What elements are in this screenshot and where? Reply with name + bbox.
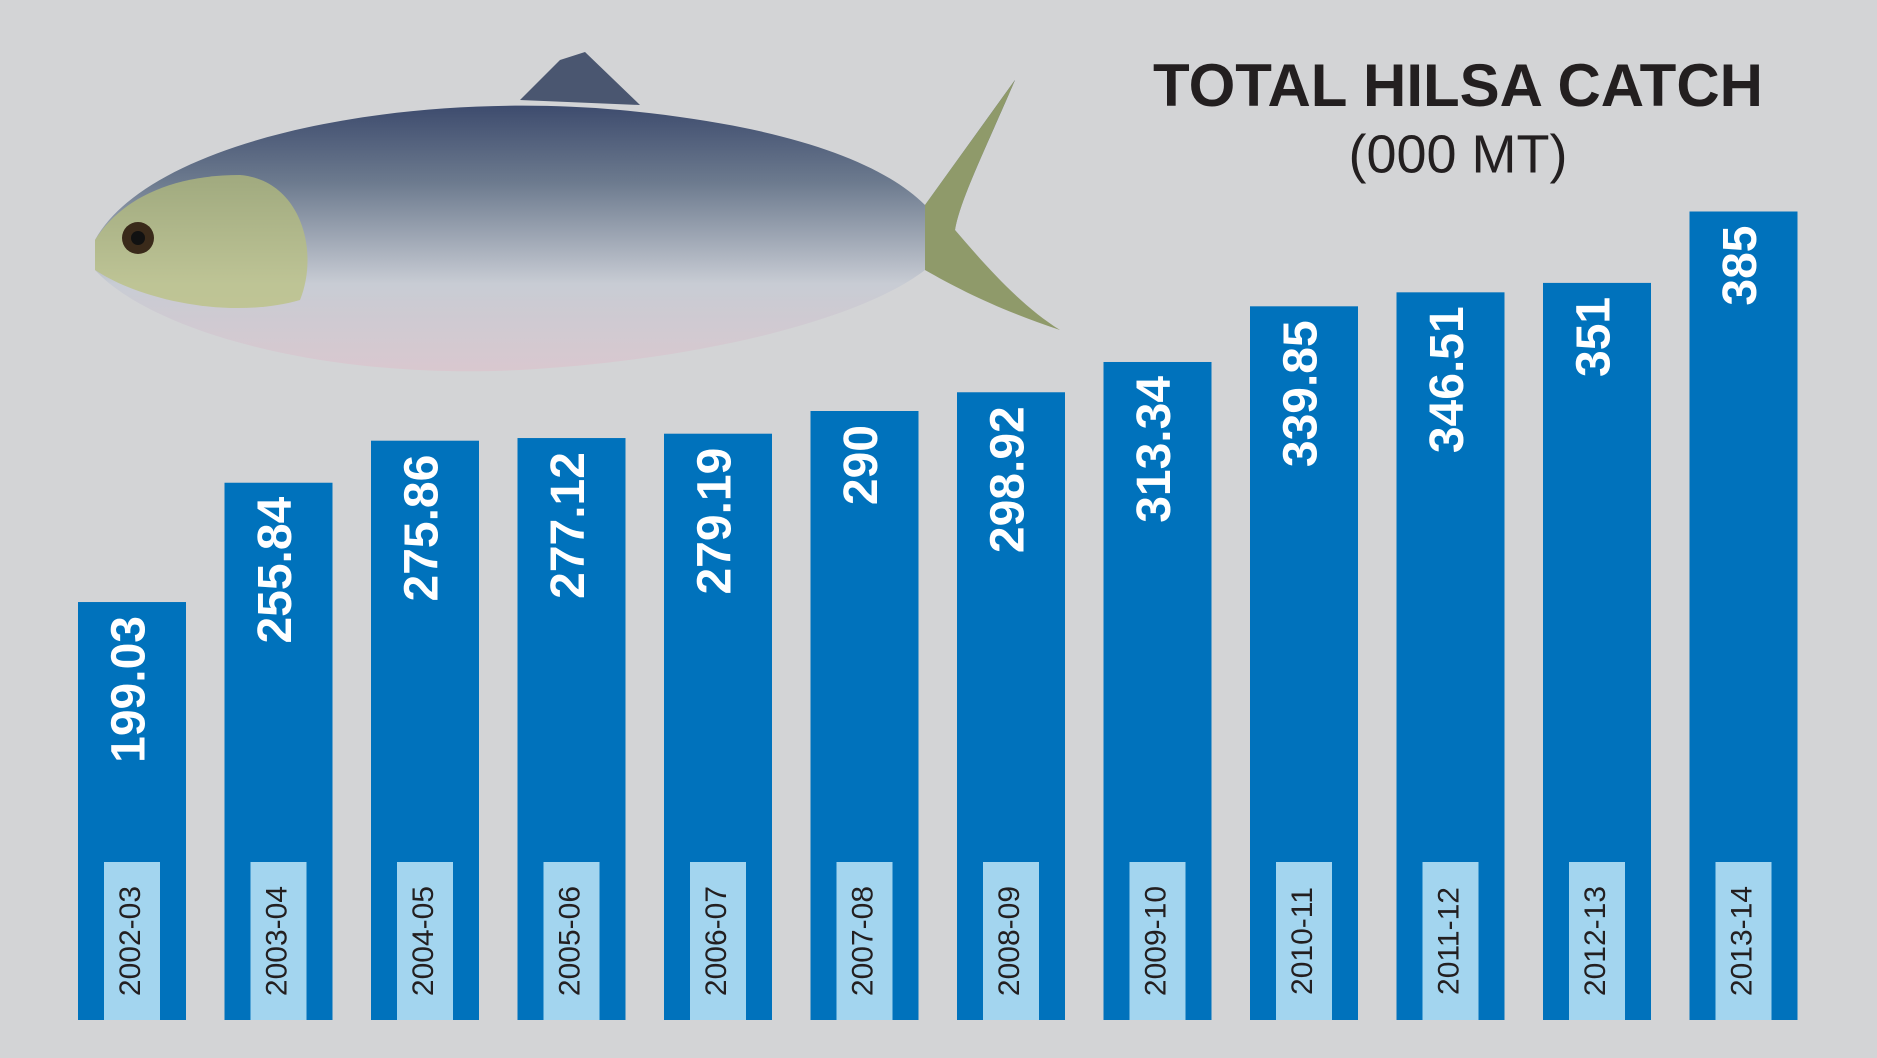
value-label: 313.34 [1128, 376, 1181, 523]
value-label: 298.92 [982, 406, 1035, 553]
x-tick-label: 2012-13 [1579, 886, 1612, 996]
x-tick-label: 2005-06 [553, 886, 586, 996]
x-tick-label: 2013-14 [1725, 886, 1758, 996]
chart-subtitle: (000 MT) [1348, 124, 1567, 184]
value-label: 277.12 [542, 452, 595, 599]
x-tick-label: 2003-04 [260, 886, 293, 996]
x-tick-label: 2007-08 [846, 886, 879, 996]
value-label: 275.86 [396, 455, 449, 602]
value-label: 339.85 [1275, 320, 1328, 467]
chart: TOTAL HILSA CATCH (000 MT) 199.03 2002-03… [0, 0, 1877, 1058]
value-label: 255.84 [249, 496, 302, 643]
value-label: 351 [1568, 297, 1621, 377]
x-tick-label: 2009-10 [1139, 886, 1172, 996]
value-label: 199.03 [103, 616, 156, 763]
x-tick-label: 2008-09 [993, 886, 1026, 996]
value-label: 385 [1714, 226, 1767, 306]
chart-title: TOTAL HILSA CATCH [1153, 52, 1763, 119]
x-tick-label: 2002-03 [114, 886, 147, 996]
value-label: 346.51 [1421, 306, 1474, 453]
x-tick-label: 2006-07 [700, 886, 733, 996]
value-label: 279.19 [689, 448, 742, 595]
value-label: 290 [835, 425, 888, 505]
x-tick-label: 2010-11 [1286, 887, 1319, 995]
x-tick-label: 2004-05 [407, 886, 440, 996]
x-tick-label: 2011-12 [1432, 887, 1465, 995]
